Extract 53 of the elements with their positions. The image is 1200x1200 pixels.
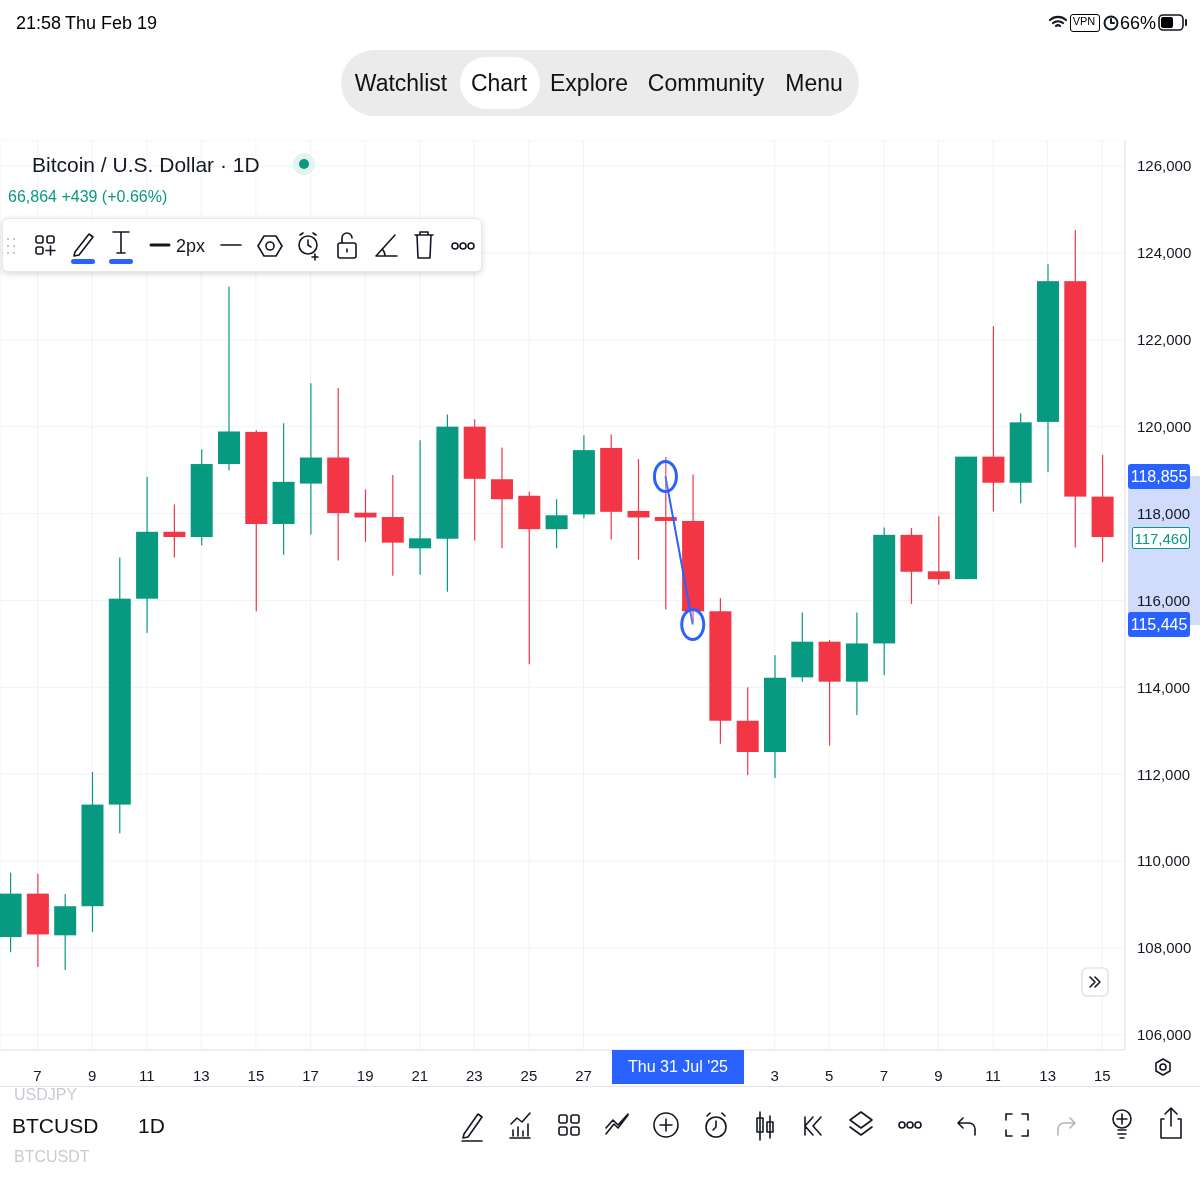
candlestick xyxy=(163,503,186,559)
text: Explore xyxy=(550,70,628,96)
x-tick-label: 19 xyxy=(356,1066,374,1084)
y-tick-label: 116,000 xyxy=(1137,591,1191,609)
x-tick-label: 15 xyxy=(1093,1066,1111,1084)
y-tick-label: 120,000 xyxy=(1137,418,1192,436)
text: 66% xyxy=(1120,13,1157,33)
text: 118,855 xyxy=(1128,464,1190,489)
y-tick-label: 110,000 xyxy=(1137,852,1191,870)
x-tick-label: 21 xyxy=(411,1066,429,1084)
x-tick-label: 25 xyxy=(520,1066,538,1084)
text: Thu Feb 19 xyxy=(65,13,158,33)
y-tick-label: 118,000 xyxy=(1137,504,1191,522)
candlestick xyxy=(545,498,568,549)
y-tick-label: 122,000 xyxy=(1137,331,1192,349)
text: BTCUSD xyxy=(12,1114,99,1137)
candlestick xyxy=(490,446,513,549)
y-tick-label: 126,000 xyxy=(1137,157,1192,175)
x-tick-label: 27 xyxy=(575,1066,592,1084)
text: 1D xyxy=(138,1114,165,1137)
annotation: 2px xyxy=(176,236,206,256)
x-tick-label: 15 xyxy=(247,1066,265,1084)
text: Thu 31 Jul '25 xyxy=(612,1050,744,1084)
text: Watchlist xyxy=(354,70,448,96)
x-tick-label: 5 xyxy=(825,1066,834,1084)
text: 21:58 xyxy=(16,13,62,33)
text: 66,864 +439 (+0.66%) xyxy=(8,188,168,205)
candlestick xyxy=(927,515,950,586)
text: VPN xyxy=(1072,15,1096,27)
candlestick xyxy=(627,458,650,561)
text: 117,460 xyxy=(1132,527,1190,549)
text: 115,445 xyxy=(1128,612,1190,637)
x-tick-label: 13 xyxy=(1039,1066,1056,1084)
y-tick-label: 124,000 xyxy=(1137,244,1192,262)
x-tick-label: 7 xyxy=(879,1066,889,1084)
x-tick-label: 23 xyxy=(466,1066,483,1084)
x-tick-label: 9 xyxy=(934,1066,943,1084)
x-tick-label: 17 xyxy=(302,1066,319,1084)
y-tick-label: 114,000 xyxy=(1137,678,1191,696)
x-tick-label: 11 xyxy=(138,1066,155,1084)
text: Bitcoin / U.S. Dollar · 1D xyxy=(32,153,260,176)
text: Chart xyxy=(470,70,528,96)
x-tick-label: 11 xyxy=(985,1066,1001,1084)
x-tick-label: 3 xyxy=(770,1066,779,1084)
candlestick xyxy=(409,439,432,576)
x-tick-label: 9 xyxy=(87,1066,97,1084)
y-tick-label: 112,000 xyxy=(1137,765,1191,783)
text: Community xyxy=(647,70,765,96)
text: Menu xyxy=(785,70,843,96)
x-tick-label: 13 xyxy=(193,1066,210,1084)
y-tick-label: 106,000 xyxy=(1137,1026,1192,1044)
y-tick-label: 108,000 xyxy=(1137,939,1192,957)
x-tick-label: 7 xyxy=(33,1066,42,1084)
